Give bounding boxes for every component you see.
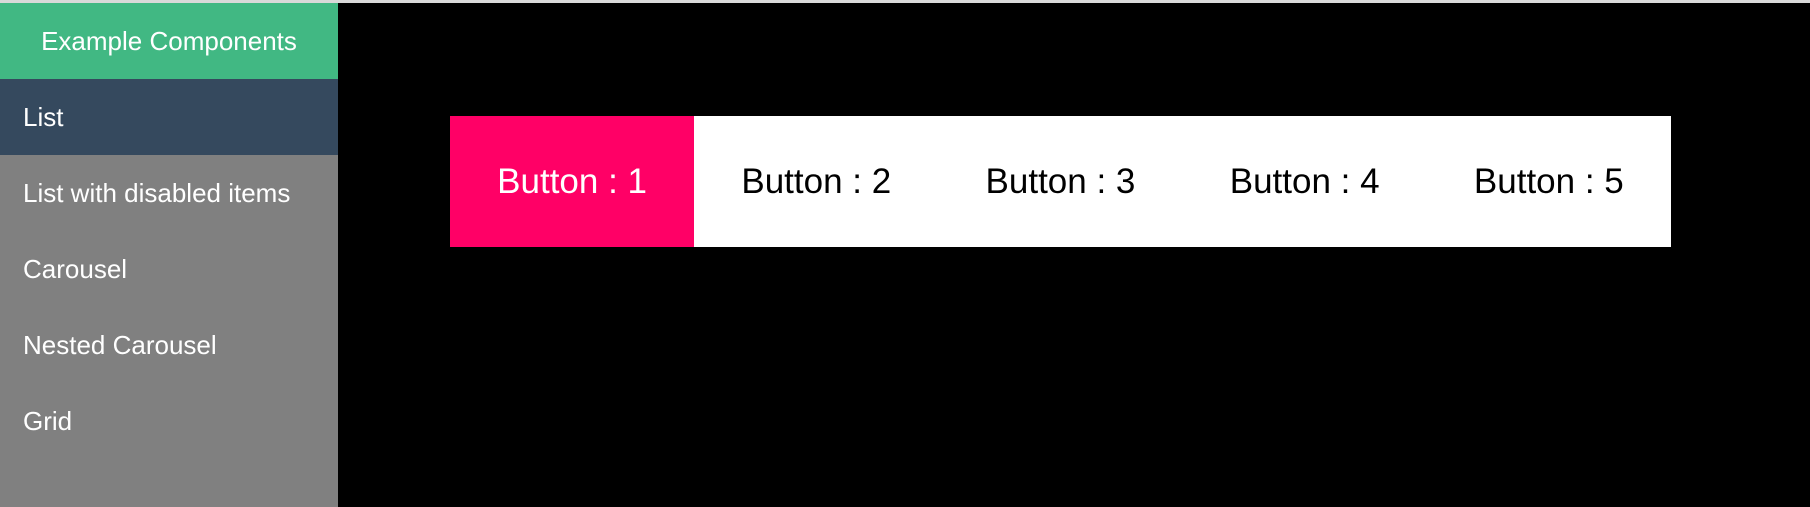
main-content: Button : 1 Button : 2 Button : 3 Button … [338, 3, 1810, 507]
list-button-1[interactable]: Button : 1 [450, 116, 695, 247]
sidebar: Example Components List List with disabl… [0, 3, 338, 507]
list-button-4[interactable]: Button : 4 [1229, 161, 1380, 201]
button-list: Button : 1 Button : 2 Button : 3 Button … [450, 116, 1671, 247]
sidebar-item-carousel[interactable]: Carousel [23, 254, 128, 284]
sidebar-header: Example Components [0, 3, 338, 79]
sidebar-item-list-with-disabled-items[interactable]: List with disabled items [23, 178, 291, 208]
top-divider [0, 0, 1810, 3]
list-button-3[interactable]: Button : 3 [985, 161, 1136, 201]
list-button-5[interactable]: Button : 5 [1473, 161, 1624, 201]
sidebar-item-grid[interactable]: Grid [23, 406, 73, 436]
sidebar-item-nested-carousel[interactable]: Nested Carousel [23, 330, 217, 360]
sidebar-item-list[interactable]: List [0, 79, 338, 155]
list-button-2[interactable]: Button : 2 [741, 161, 892, 201]
